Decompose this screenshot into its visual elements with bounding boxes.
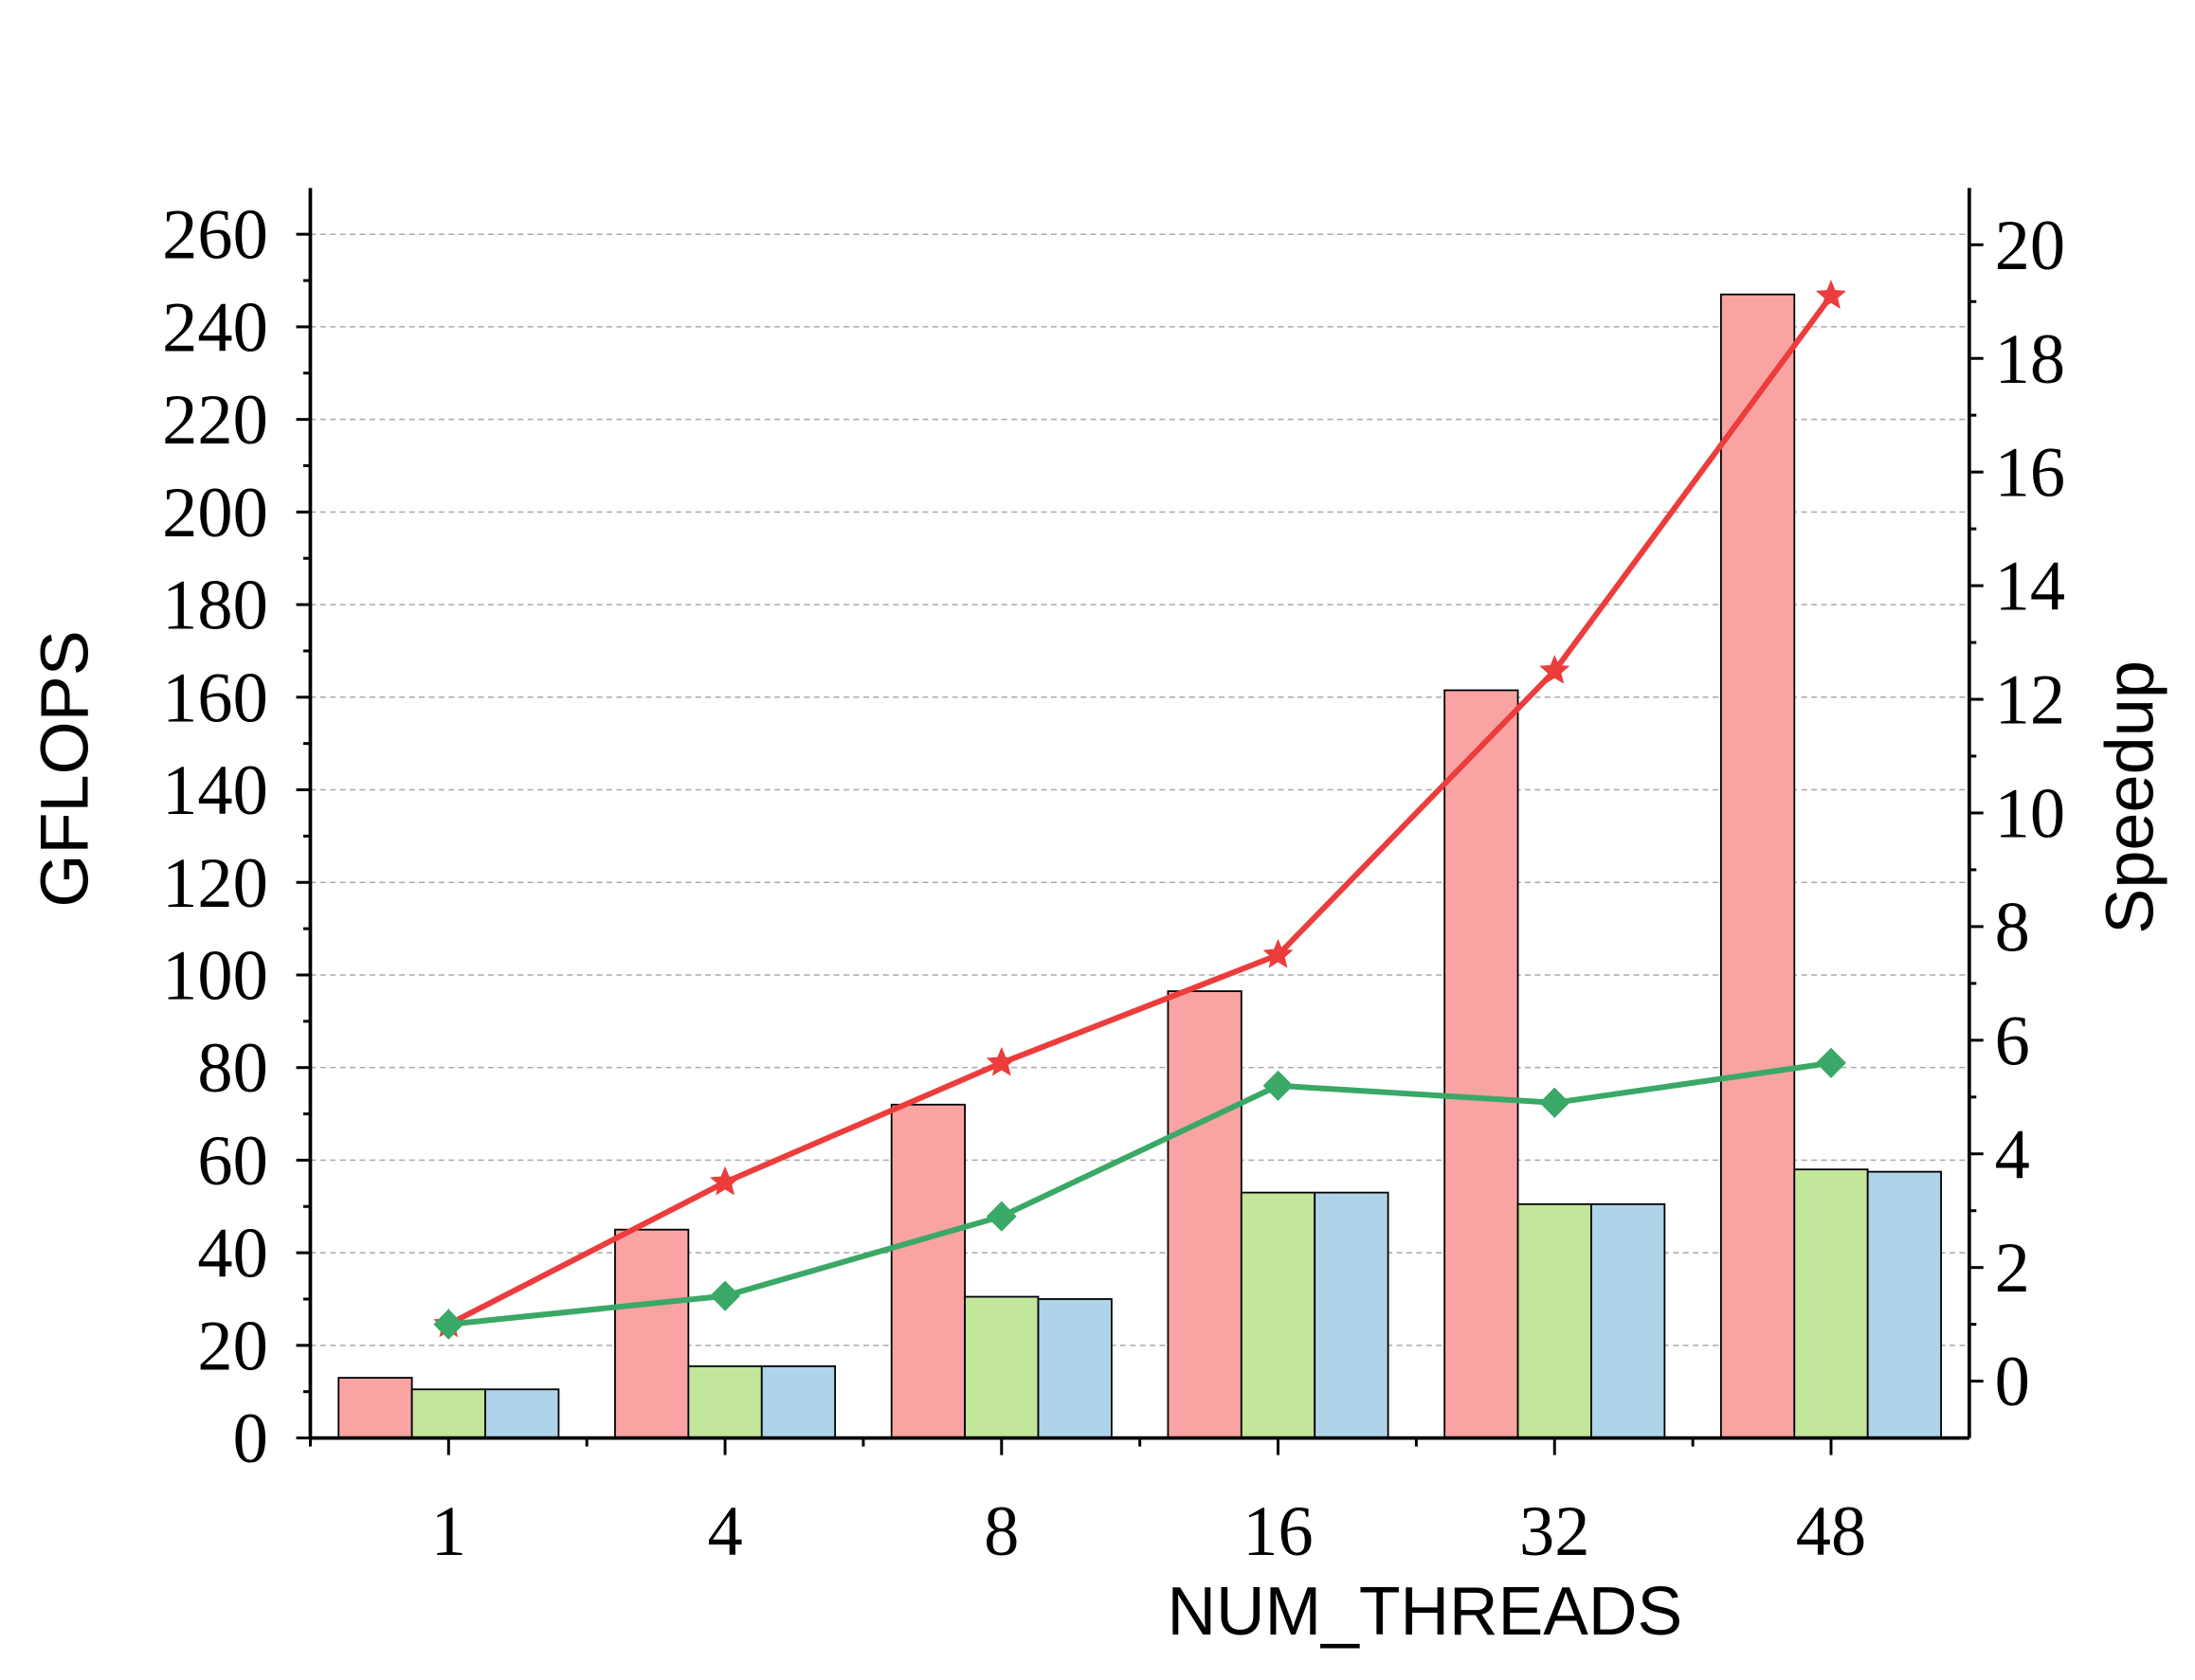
- marker: [433, 1309, 464, 1340]
- marker: [1815, 280, 1846, 310]
- y2-tick-label: 16: [1995, 433, 2065, 512]
- y-tick-label: 0: [233, 1400, 268, 1478]
- y-tick-label: 140: [162, 751, 268, 830]
- y2-tick-label: 14: [1995, 547, 2065, 625]
- y2-tick-label: 6: [1995, 1002, 2030, 1080]
- y2-tick-label: 8: [1995, 888, 2030, 966]
- bar: [1167, 990, 1243, 1439]
- y-tick-label: 160: [162, 659, 268, 737]
- marker: [1539, 1087, 1570, 1118]
- x-tick-label: 32: [1519, 1491, 1589, 1570]
- y2-tick-label: 2: [1995, 1229, 2030, 1308]
- y-tick-label: 100: [162, 936, 268, 1015]
- bar: [1037, 1298, 1113, 1439]
- y2-axis-label: Speedup: [2093, 660, 2168, 934]
- y2-tick-label: 0: [1995, 1343, 2030, 1421]
- y-tick-label: 120: [162, 843, 268, 922]
- y2-tick-label: 12: [1995, 660, 2065, 739]
- x-tick-label: 1: [431, 1491, 466, 1570]
- bar: [1443, 689, 1519, 1439]
- bar: [1516, 1202, 1592, 1439]
- bar: [1590, 1202, 1666, 1439]
- y2-tick-label: 18: [1995, 319, 2065, 398]
- x-tick-label: 16: [1243, 1491, 1313, 1570]
- bar: [890, 1103, 966, 1439]
- bar: [687, 1364, 763, 1439]
- x-tick-label: 4: [707, 1491, 742, 1570]
- y2-tick-label: 10: [1995, 774, 2065, 853]
- y-tick-label: 240: [162, 288, 268, 367]
- bar: [484, 1388, 560, 1439]
- y-tick-label: 80: [197, 1029, 267, 1108]
- marker: [986, 1201, 1017, 1232]
- y-tick-label: 220: [162, 381, 268, 460]
- marker: [1262, 1070, 1294, 1101]
- y-tick-label: 20: [197, 1307, 267, 1385]
- x-tick-label: 8: [984, 1491, 1019, 1570]
- y-tick-label: 40: [197, 1214, 267, 1292]
- bar: [760, 1364, 837, 1439]
- y-tick-label: 60: [197, 1122, 267, 1201]
- marker: [1539, 655, 1570, 684]
- x-axis-label: NUM_THREADS: [1167, 1574, 1682, 1650]
- y-tick-label: 200: [162, 474, 268, 552]
- bar: [337, 1377, 413, 1439]
- bar: [964, 1295, 1040, 1439]
- bar: [1866, 1170, 1942, 1439]
- bar: [614, 1228, 690, 1439]
- marker: [710, 1280, 740, 1311]
- marker: [1262, 938, 1294, 968]
- bar: [1314, 1191, 1389, 1439]
- y-axis-label: GFLOPS: [27, 630, 103, 908]
- x-tick-label: 48: [1796, 1491, 1866, 1570]
- y-tick-label: 260: [162, 195, 268, 274]
- marker: [986, 1046, 1017, 1076]
- marker: [710, 1165, 741, 1196]
- bar: [1793, 1168, 1869, 1439]
- bar: [1240, 1191, 1316, 1439]
- line: [448, 1059, 1832, 1328]
- y2-tick-label: 4: [1995, 1115, 2030, 1194]
- line: [446, 294, 1834, 1328]
- y-tick-label: 180: [162, 566, 268, 644]
- bar: [410, 1388, 486, 1439]
- bar: [1719, 293, 1796, 1439]
- y2-tick-label: 20: [1995, 207, 2065, 285]
- marker: [1816, 1047, 1846, 1078]
